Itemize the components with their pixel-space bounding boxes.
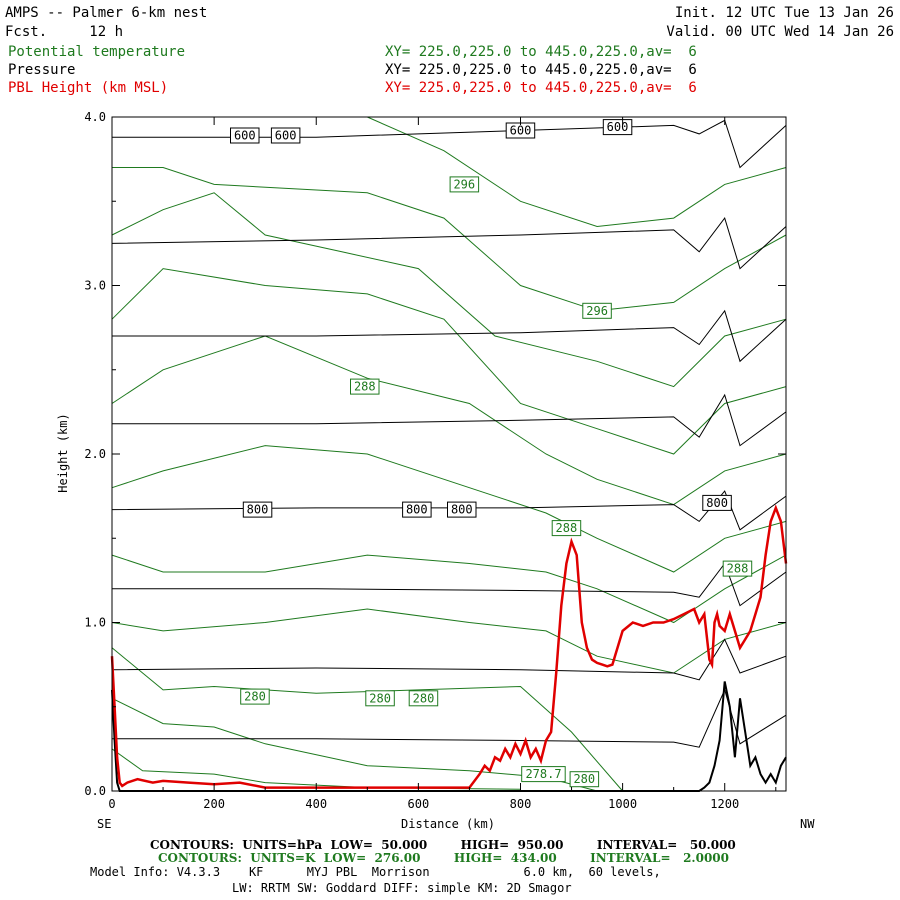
- footer-model-info-2: LW: RRTM SW: Goddard DIFF: simple KM: 2D…: [232, 881, 572, 895]
- footer-model-info: Model Info: V4.3.3 KF MYJ PBL Morrison 6…: [90, 865, 661, 879]
- theta-contour-286: [111, 554, 787, 624]
- theta-label-box: [240, 688, 270, 705]
- x-axis-right-end: NW: [800, 817, 815, 831]
- x-tick-label: 0: [108, 797, 115, 811]
- theta-label-box: [722, 560, 753, 577]
- pressure-label-box: [402, 501, 432, 518]
- theta-label-box: [551, 520, 582, 537]
- pressure-contour-800: [112, 562, 787, 607]
- theta-label: 288: [727, 562, 749, 576]
- pressure-contour-900: [112, 688, 787, 748]
- y-tick-label: 4.0: [84, 110, 106, 124]
- theta-label: 278.7: [525, 767, 561, 781]
- valid-time: Valid. 00 UTC Wed 14 Jan 26: [666, 24, 894, 40]
- theta-label: 296: [453, 177, 475, 191]
- theta-label: 280: [413, 691, 435, 705]
- theta-label-box: [408, 690, 439, 707]
- theta-label: 280: [573, 772, 595, 786]
- pressure-label-box: [447, 501, 477, 518]
- pressure-label: 800: [706, 496, 728, 510]
- axes: 0 200 400 600 800 1000 1200 0.0 1.0 2.0 3.0 4.0: [84, 110, 787, 811]
- pressure-contour-750: [111, 490, 787, 531]
- footer-pressure-contours: CONTOURS: UNITS=hPa LOW= 50.000 HIGH= 95…: [150, 838, 736, 852]
- theta-label: 288: [354, 380, 376, 394]
- x-tick-label: 400: [305, 797, 327, 811]
- x-axis-label: Distance (km): [401, 817, 495, 831]
- pressure-label-box: [602, 119, 633, 136]
- theta-label: 288: [556, 521, 578, 535]
- y-tick-label: 3.0: [84, 279, 106, 293]
- theta-label-box: [350, 378, 380, 395]
- terrain-line: [111, 681, 787, 792]
- pressure-contour-700: [112, 393, 787, 447]
- contour-labels: 600 600 600 600 800 800 800 800 296 296 288 288 288 2…: [230, 119, 753, 788]
- pbl-line: [110, 504, 788, 789]
- y-tick-label: 1.0: [84, 616, 106, 630]
- xy-pbl: XY= 225.0,225.0 to 445.0,225.0,av= 6: [385, 80, 697, 96]
- x-tick-label: 800: [510, 797, 532, 811]
- theta-contour-294: [111, 192, 787, 388]
- pbl-height-line: [110, 504, 788, 789]
- xy-pressure: XY= 225.0,225.0 to 445.0,225.0,av= 6: [385, 62, 697, 78]
- pressure-contours: [111, 119, 787, 748]
- pressure-label: 800: [406, 503, 428, 517]
- pressure-contour-650: [112, 309, 787, 363]
- pressure-label-box: [242, 501, 273, 518]
- x-tick-label: 200: [203, 797, 225, 811]
- y-tick-label: 2.0: [84, 447, 106, 461]
- theta-contour-284: [111, 608, 787, 674]
- theta-contours: [111, 116, 787, 792]
- y-tick-label: 0.0: [84, 784, 106, 798]
- theta-contour-296: [112, 167, 787, 312]
- terrain-profile: [111, 681, 787, 792]
- theta-contour-290: [111, 335, 787, 506]
- theta-contour-298: [367, 116, 787, 228]
- pressure-contour-550: [112, 119, 787, 169]
- theta-label: 280: [369, 691, 391, 705]
- variable-pbl: PBL Height (km MSL): [8, 80, 169, 96]
- plot-frame: [111, 116, 787, 792]
- pressure-label: 800: [247, 503, 269, 517]
- pressure-label: 600: [510, 124, 532, 138]
- theta-contour-288: [111, 445, 787, 573]
- pressure-contour-850: [111, 638, 787, 681]
- y-axis-label: Height (km): [56, 413, 70, 492]
- init-time: Init. 12 UTC Tue 13 Jan 26: [674, 5, 894, 21]
- footer-theta-contours: CONTOURS: UNITS=K LOW= 276.00 HIGH= 434.…: [158, 851, 729, 865]
- pressure-label: 600: [234, 129, 256, 143]
- x-axis-left-end: SE: [97, 817, 111, 831]
- xy-theta: XY= 225.0,225.0 to 445.0,225.0,av= 6: [385, 44, 697, 60]
- chart-title: AMPS -- Palmer 6-km nest: [5, 5, 208, 21]
- pressure-contour-600: [111, 217, 787, 270]
- variable-pressure: Pressure: [8, 62, 76, 78]
- pressure-label: 600: [607, 120, 629, 134]
- theta-label-box: [569, 771, 600, 788]
- pressure-label: 600: [275, 129, 297, 143]
- variable-theta: Potential temperature: [8, 44, 186, 60]
- theta-label-box: [449, 176, 480, 193]
- x-tick-label: 600: [408, 797, 430, 811]
- theta-label: 296: [586, 304, 608, 318]
- pressure-label-box: [702, 494, 732, 511]
- forecast-hour: Fcst. 12 h: [5, 24, 124, 40]
- theta-label-box: [365, 690, 395, 707]
- theta-label-box: [582, 302, 612, 319]
- pressure-label-box: [270, 127, 301, 144]
- x-tick-label: 1200: [710, 797, 739, 811]
- pressure-label: 800: [451, 503, 473, 517]
- x-tick-label: 1000: [608, 797, 637, 811]
- theta-contour-292: [111, 268, 787, 455]
- theta-label-box: [521, 766, 566, 783]
- theta-label: 280: [244, 690, 266, 704]
- pressure-label-box: [230, 127, 260, 144]
